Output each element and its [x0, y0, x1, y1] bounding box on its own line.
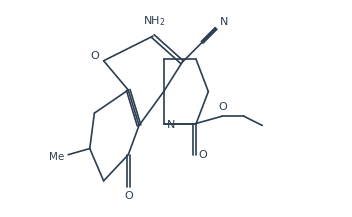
Text: Me: Me: [49, 152, 64, 162]
Text: O: O: [199, 150, 207, 160]
Text: O: O: [219, 102, 227, 112]
Text: NH$_2$: NH$_2$: [143, 14, 166, 28]
Text: N: N: [167, 120, 176, 130]
Text: N: N: [220, 17, 228, 27]
Text: O: O: [90, 51, 99, 61]
Text: O: O: [124, 191, 133, 201]
